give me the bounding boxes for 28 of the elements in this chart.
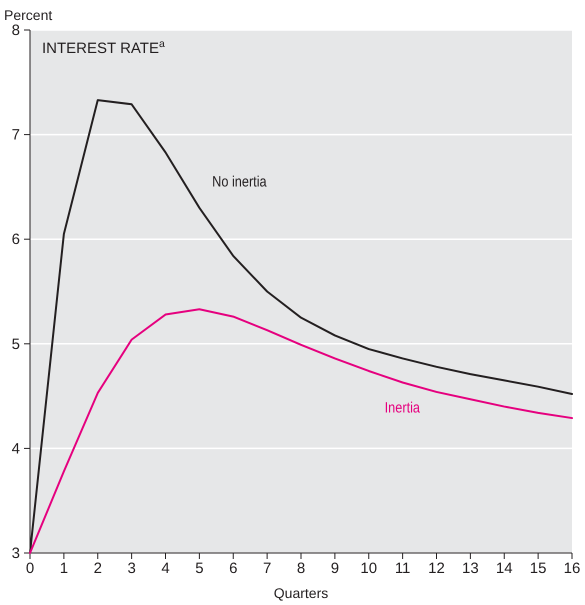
y-tick-label: 7 <box>12 126 20 144</box>
series-label: Inertia <box>384 398 420 416</box>
x-tick-label: 0 <box>26 560 34 577</box>
x-tick-label: 9 <box>330 560 340 577</box>
x-tick-label: 4 <box>161 560 170 577</box>
x-tick-label: 1 <box>60 560 68 577</box>
y-tick-label: 4 <box>12 440 20 458</box>
x-tick-label: 13 <box>462 560 479 577</box>
x-tick-label: 5 <box>195 560 204 577</box>
x-tick-label: 14 <box>496 560 513 577</box>
x-tick-label: 16 <box>564 560 580 577</box>
x-tick-label: 2 <box>94 560 102 577</box>
x-tick-label: 11 <box>394 560 410 577</box>
x-tick-label: 10 <box>360 560 378 577</box>
y-axis-title: Percent <box>4 7 52 23</box>
y-tick-label: 5 <box>12 336 20 353</box>
x-tick-label: 3 <box>127 560 136 577</box>
x-axis-title: Quarters <box>274 585 328 601</box>
y-tick-label: 8 <box>12 22 20 39</box>
x-tick-label: 8 <box>296 560 306 577</box>
text: INTEREST RATE$^{a}$ <box>42 38 165 57</box>
x-tick-label: 6 <box>229 560 238 577</box>
x-tick-label: 15 <box>530 560 546 577</box>
series-label: No inertia <box>212 172 267 190</box>
y-tick-label: 6 <box>12 231 20 248</box>
x-tick-label: 7 <box>262 560 272 577</box>
y-tick-label: 3 <box>12 545 20 562</box>
x-tick-label: 12 <box>428 560 445 577</box>
